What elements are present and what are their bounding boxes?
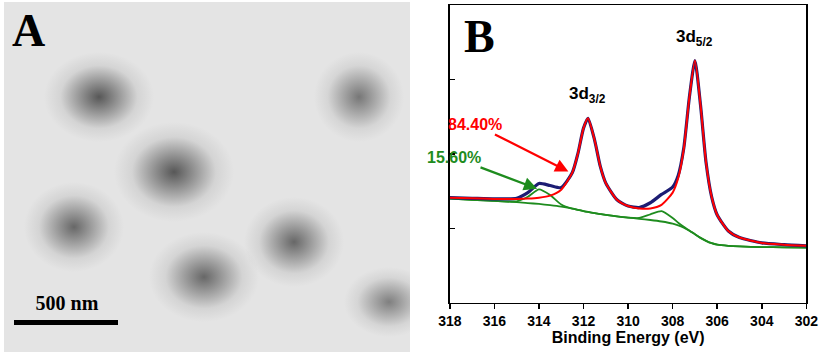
svg-text:Binding Energy (eV): Binding Energy (eV) bbox=[552, 329, 705, 346]
svg-text:B: B bbox=[464, 11, 495, 62]
html-text:500 nm: 500 nm bbox=[35, 292, 99, 314]
svg-text:3d​5/2​: 3d​5/2​ bbox=[676, 27, 713, 49]
svg-text:306: 306 bbox=[706, 313, 730, 329]
html-text:A: A bbox=[12, 5, 46, 56]
svg-text:316: 316 bbox=[483, 313, 507, 329]
svg-text:318: 318 bbox=[438, 313, 462, 329]
svg-text:312: 312 bbox=[572, 313, 596, 329]
svg-text:308: 308 bbox=[661, 313, 685, 329]
svg-text:314: 314 bbox=[527, 313, 551, 329]
svg-text:15.60%: 15.60% bbox=[427, 149, 481, 166]
svg-text:310: 310 bbox=[616, 313, 640, 329]
svg-text:302: 302 bbox=[795, 313, 819, 329]
svg-text:304: 304 bbox=[750, 313, 774, 329]
svg-text:3d​3/2​: 3d​3/2​ bbox=[569, 84, 606, 106]
svg-text:84.40%: 84.40% bbox=[448, 116, 502, 133]
